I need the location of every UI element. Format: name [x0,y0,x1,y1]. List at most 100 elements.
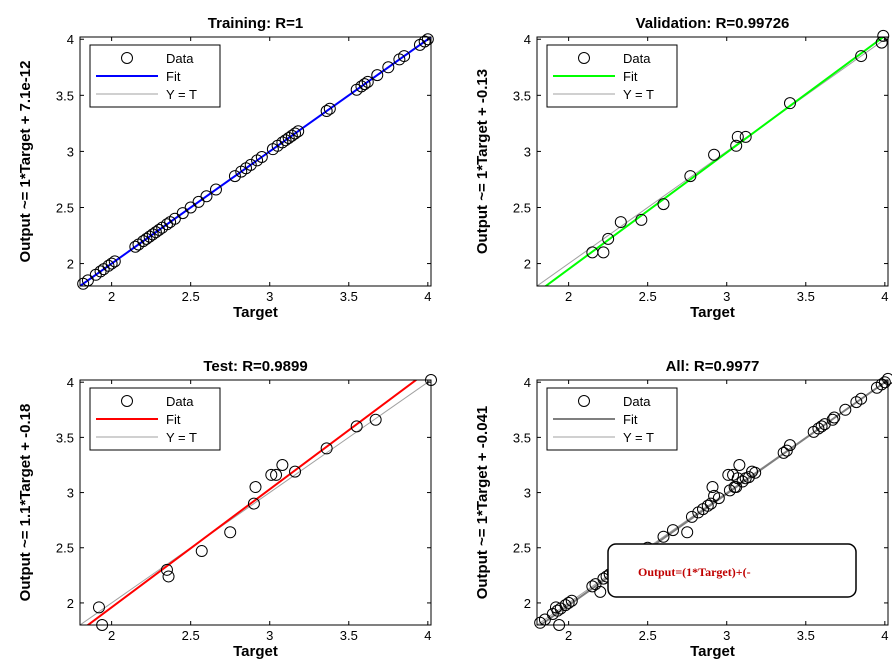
y-tick-label: 3.5 [56,430,74,445]
axes-frame [79,36,432,287]
data-point [681,526,694,539]
data-point [276,458,289,471]
data-point [92,601,105,614]
y-tick-label: 3 [524,144,531,159]
axes-frame [536,379,889,626]
y-axis-label: Output ~= 1*Target + -0.13 [474,69,491,254]
chart-panel-2: Test: R=0.9899 2 2.5 3 3.5 4 2 2.5 3 3.5 4 Target Ou… [17,358,437,660]
y-tick-label: 4 [67,375,74,390]
data-point [149,226,162,239]
data-point [289,127,302,140]
data-point [160,563,173,576]
x-tick-label: 3 [723,289,730,304]
chart-title: Training: R=1 [208,15,303,32]
y-tick-label: 3.5 [56,88,74,103]
data-point [94,265,107,278]
x-tick-label: 3.5 [340,628,358,643]
data-point [812,422,825,435]
legend-label: Y = T [623,87,654,102]
chart-title: All: R=0.9977 [666,358,760,375]
identity-line [80,380,431,625]
data-point [815,420,828,433]
data-point [224,526,237,539]
data-point [828,411,841,424]
data-point [559,599,572,612]
y-tick-label: 2.5 [513,200,531,215]
fit-line [544,37,886,286]
x-tick-label: 2 [565,628,572,643]
data-point [105,257,118,270]
data-point [839,403,852,416]
data-point [355,80,368,93]
data-point [777,446,790,459]
data-point [323,102,336,115]
data-point [701,499,714,512]
chart-panel-0: Training: R=1 2 2.5 3 3.5 4 2 2.5 3 3.5 4 Target Out… [17,15,434,321]
x-tick-label: 3.5 [797,628,815,643]
data-point [666,524,679,537]
data-point [129,240,142,253]
data-point [398,50,411,63]
y-tick-label: 2 [67,257,74,272]
data-point [712,492,725,505]
data-point [192,195,205,208]
data-point [146,228,159,241]
legend-label: Data [166,51,194,66]
identity-line [537,37,888,286]
legend: Data Fit Y = T [546,387,678,451]
data-point [635,213,648,226]
axes-frame [536,36,889,287]
data-point [102,259,115,272]
x-tick-label: 3 [266,628,273,643]
x-tick-label: 4 [881,628,888,643]
data-point [358,78,371,91]
legend-label: Data [623,394,651,409]
legend-label: Y = T [166,87,197,102]
legend-label: Y = T [623,430,654,445]
data-point [108,255,121,268]
data-point [597,246,610,259]
x-tick-label: 2.5 [639,628,657,643]
x-tick-label: 2 [108,289,115,304]
y-axis-label: Output ~= 1.1*Target + -0.18 [17,404,34,602]
x-tick-label: 2.5 [182,289,200,304]
data-point [320,442,333,455]
y-tick-label: 4 [67,32,74,47]
data-point [730,139,743,152]
x-axis-label: Target [233,304,278,321]
legend-marker-data [121,395,133,407]
x-tick-label: 3 [266,289,273,304]
data-point [684,170,697,183]
data-point [361,75,374,88]
y-tick-label: 3.5 [513,430,531,445]
chart-panel-3: All: R=0.9977 2 2.5 3 3.5 4 2 2.5 3 3.5 4 Target Out… [474,358,892,660]
y-tick-label: 3 [67,486,74,501]
data-point [282,131,295,144]
y-tick-label: 3 [524,486,531,501]
data-point [247,497,260,510]
data-point [602,232,615,245]
legend: Data Fit Y = T [546,44,678,108]
y-tick-label: 3.5 [513,88,531,103]
y-tick-label: 4 [524,375,531,390]
data-point [565,594,578,607]
data-point [276,136,289,149]
legend-label: Fit [623,412,638,427]
y-tick-label: 2.5 [513,541,531,556]
data-point [255,151,268,164]
annotation: Output=(1*Target)+(- [607,543,857,598]
chart-panel-1: Validation: R=0.99726 2 2.5 3 3.5 4 2 2.5 3 3.5 4 T… [474,15,890,321]
data-point [382,61,395,74]
data-point [168,212,181,225]
data-point [195,545,208,558]
data-point [706,481,719,494]
data-point [733,458,746,471]
data-point [877,29,890,42]
data-point [371,69,384,82]
legend-marker-data [121,52,133,64]
annotation-text: Output=(1*Target)+(- [638,565,751,579]
data-point [244,158,257,171]
x-tick-label: 2 [108,628,115,643]
x-axis-label: Target [690,643,735,660]
